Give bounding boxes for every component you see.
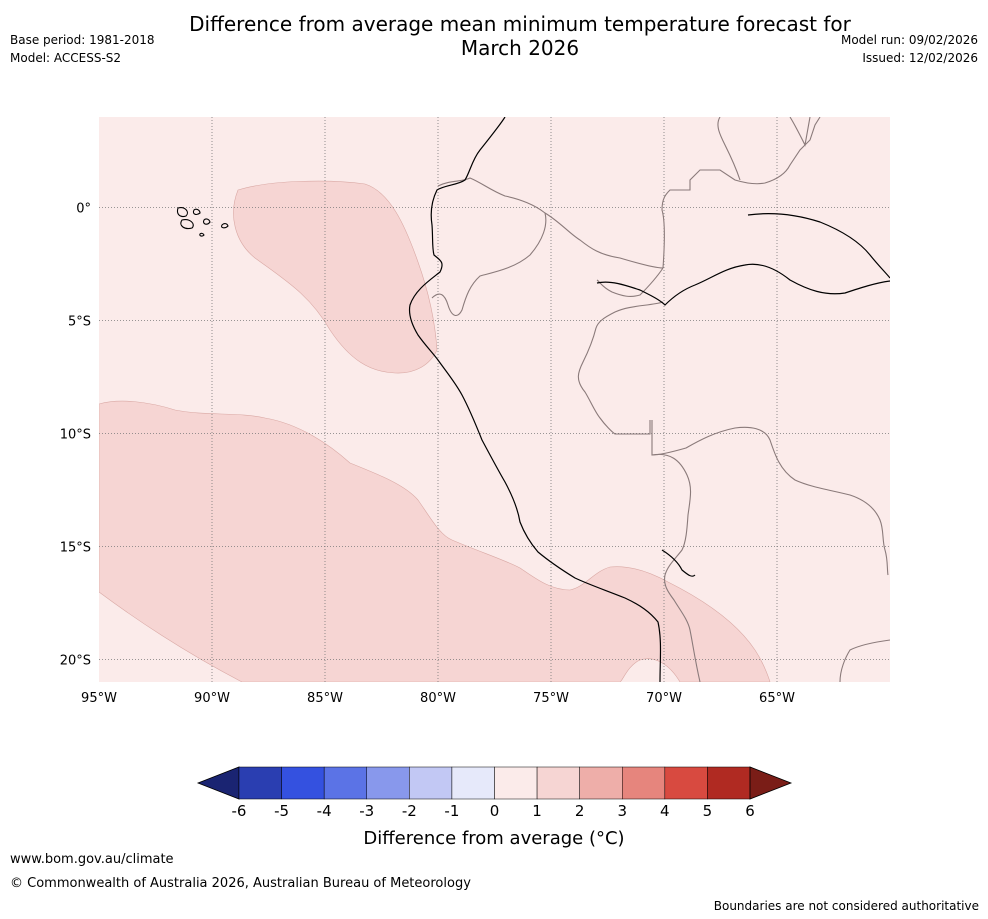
anomaly-region-1-2 [99,400,771,682]
colorbar-swatch [494,766,538,800]
colorbar-tick-label: 5 [703,802,713,820]
colorbar-swatch [323,766,367,800]
page-title: Difference from average mean minimum tem… [0,12,988,60]
longitude-tick-label: 75°W [533,691,569,706]
pacific-coastline [408,117,662,682]
colorbar-extend-high [749,766,793,800]
border-brazil-venezuela [661,117,821,269]
colorbar-tick-label: -2 [402,802,417,820]
colorbar-swatch [579,766,623,800]
galapagos-islands [176,207,229,237]
country-borders [431,117,890,682]
model-run: Model run: 09/02/2026 [840,33,978,47]
longitude-tick-label: 90°W [194,691,230,706]
longitude-tick-label: 95°W [81,691,117,706]
lake-titicaca [661,549,696,577]
latitude-tick-label: 0° [76,201,91,216]
colorbar-swatch [664,766,708,800]
issued-date: Issued: 12/02/2026 [862,51,978,65]
colorbar-label: Difference from average (°C) [363,828,625,849]
colorbar-tick-label: -5 [274,802,289,820]
anomaly-region-1-2 [233,180,438,374]
longitude-tick-label: 80°W [420,691,456,706]
longitude-tick-label: 70°W [646,691,682,706]
colorbar-swatch [451,766,495,800]
colorbar-tick-label: -4 [317,802,332,820]
footer-copyright: © Commonwealth of Australia 2026, Austra… [10,876,471,891]
latitude-tick-label: 10°S [60,427,91,442]
rio-negro [747,213,890,279]
longitude-labels: 95°W 90°W 85°W 80°W 75°W 70°W 65°W [81,691,795,706]
coastlines [408,117,890,682]
meta-left: Base period: 1981-2018 Model: ACCESS-S2 [10,31,155,67]
amazon-river [596,263,890,306]
graticule-meridians [211,117,778,682]
base-period: Base period: 1981-2018 [10,33,155,47]
colorbar-swatch [409,766,453,800]
title-line-2: March 2026 [460,36,580,60]
colorbar-swatch [366,766,410,800]
border-guyana [789,117,811,147]
footer-url[interactable]: www.bom.gov.au/climate [10,852,174,867]
model-name: Model: ACCESS-S2 [10,51,122,65]
colorbar-tick-label: 1 [532,802,542,820]
colorbar-swatch [622,766,666,800]
latitude-labels: 0° 5°S 10°S 15°S 20°S [60,201,91,668]
latitude-tick-label: 15°S [60,540,91,555]
colorbar-swatch [238,766,282,800]
latitude-tick-label: 5°S [68,314,91,329]
longitude-tick-label: 65°W [759,691,795,706]
colorbar-tick-label: -1 [444,802,459,820]
colorbar-extend-low [196,766,240,800]
title-line-1: Difference from average mean minimum tem… [189,12,851,36]
footer-disclaimer: Boundaries are not considered authoritat… [713,899,979,913]
colorbar-tick-label: 3 [617,802,627,820]
border-bolivia-chile [839,639,890,682]
border-bolivia-brazil [651,426,889,576]
border-ecuador-peru [431,212,547,316]
colorbar-tick-label: -6 [232,802,247,820]
border-peru-colombia-brazil [577,267,664,435]
border-paraguay [717,117,741,181]
colorbar-tick-label: 2 [575,802,585,820]
colorbar-tick-label: -3 [359,802,374,820]
border-peru-bolivia [651,420,701,682]
colorbar-tick-label: 0 [490,802,500,820]
colorbar-swatch [707,766,751,800]
longitude-tick-label: 85°W [307,691,343,706]
colorbar-tick-label: 6 [745,802,755,820]
colorbar-tick-label: 4 [660,802,670,820]
latitude-tick-label: 20°S [60,653,91,668]
meta-right: Model run: 09/02/2026 Issued: 12/02/2026 [841,31,978,67]
colorbar: -6 -5 -4 -3 -2 -1 0 1 2 3 4 5 6 [196,766,793,820]
colorbar-swatch [536,766,580,800]
colorbar-swatch [281,766,325,800]
